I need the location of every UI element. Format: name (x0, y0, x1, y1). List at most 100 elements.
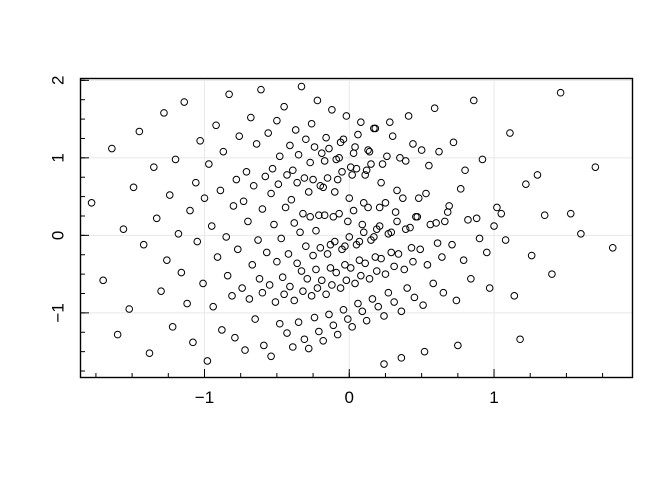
data-point (387, 228, 396, 237)
data-point (435, 147, 443, 156)
data-point (309, 251, 317, 260)
data-point (205, 160, 213, 168)
data-point (357, 118, 365, 126)
data-point (326, 264, 335, 272)
data-point (344, 315, 352, 323)
data-point (401, 225, 410, 233)
data-point (364, 146, 372, 154)
data-point (304, 344, 313, 353)
data-point (283, 171, 291, 179)
data-point (300, 174, 309, 182)
data-point (351, 279, 359, 288)
data-point (490, 222, 498, 230)
data-point (371, 124, 380, 133)
data-point (393, 217, 401, 226)
data-point (315, 211, 323, 220)
data-point (223, 271, 232, 280)
data-point (323, 250, 332, 258)
data-point (332, 268, 341, 277)
data-point (316, 243, 325, 252)
data-point (225, 90, 233, 99)
data-point (254, 236, 262, 244)
x-tick-label: 1 (489, 388, 498, 407)
data-point (406, 223, 414, 232)
data-point (478, 155, 487, 164)
data-point (247, 113, 255, 122)
data-point (425, 161, 433, 170)
data-point (267, 352, 275, 361)
data-point (313, 96, 322, 105)
data-point (341, 261, 349, 269)
data-point (485, 284, 494, 292)
data-point (430, 104, 439, 113)
data-point (145, 349, 154, 357)
data-point (420, 347, 429, 356)
data-point (608, 243, 617, 252)
data-point (339, 305, 348, 314)
data-point (400, 265, 409, 274)
data-point (362, 166, 371, 175)
data-point (548, 270, 556, 278)
data-point (358, 307, 367, 316)
data-point (252, 140, 261, 148)
data-point (390, 298, 398, 306)
data-point (275, 319, 284, 328)
data-point (361, 259, 369, 268)
data-point (249, 181, 258, 190)
data-point (163, 256, 171, 264)
y-axis-tick-labels: −1 0 1 2 (49, 76, 68, 323)
data-point (566, 209, 575, 218)
x-tick-label: −1 (195, 388, 214, 407)
data-point (482, 248, 491, 257)
y-tick-label: 0 (49, 231, 68, 240)
data-point (186, 206, 194, 215)
data-point (394, 250, 403, 258)
data-point (330, 237, 339, 246)
data-point (527, 251, 536, 260)
y-tick-label: 1 (49, 153, 68, 162)
data-point (319, 183, 328, 192)
data-point (429, 279, 438, 288)
data-point (439, 288, 448, 297)
data-point (296, 228, 304, 237)
data-point (404, 112, 413, 120)
data-point (303, 274, 312, 283)
data-point (461, 166, 469, 175)
data-point (386, 118, 394, 126)
data-point (307, 119, 316, 128)
data-point (375, 203, 384, 212)
data-point (307, 292, 316, 300)
data-point (375, 222, 384, 230)
plot-frame (79, 77, 634, 379)
data-point (262, 248, 271, 257)
data-point (393, 186, 401, 195)
y-tick-label: 2 (49, 76, 68, 85)
data-point (312, 226, 320, 235)
data-point (273, 257, 281, 266)
data-point (413, 212, 422, 221)
x-axis-tick-labels: −1 0 1 (195, 388, 499, 407)
data-point (390, 262, 398, 271)
data-point (469, 96, 478, 105)
data-point (239, 197, 248, 206)
data-point (125, 305, 134, 313)
data-point (368, 295, 377, 303)
data-point (419, 301, 427, 309)
data-point (540, 211, 549, 220)
data-point (381, 270, 390, 278)
data-point (189, 338, 197, 347)
data-point (506, 129, 514, 137)
data-point (297, 267, 306, 275)
data-point (378, 160, 387, 168)
data-point (516, 335, 524, 344)
data-point (348, 171, 356, 179)
data-point (281, 203, 290, 212)
data-point (294, 150, 303, 159)
data-point (196, 136, 204, 145)
data-point (328, 105, 336, 114)
data-point (445, 202, 453, 210)
data-point (213, 253, 222, 261)
data-point (397, 354, 406, 362)
